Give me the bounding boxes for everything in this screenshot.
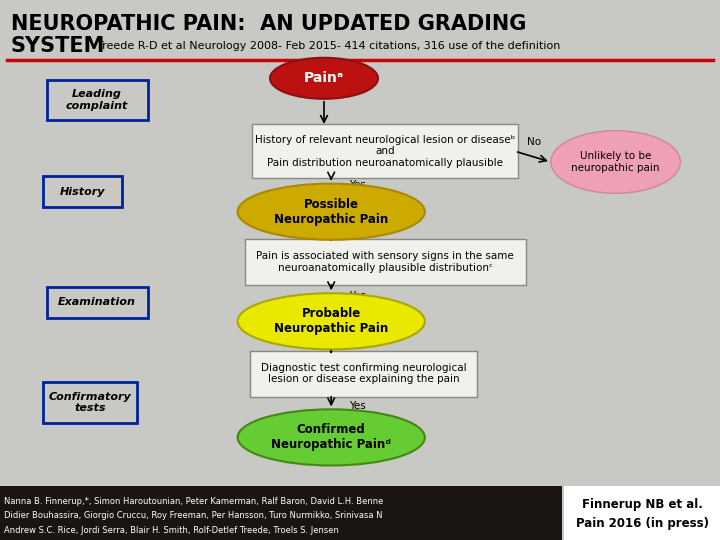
Text: NEUROPATHIC PAIN:  AN UPDATED GRADING: NEUROPATHIC PAIN: AN UPDATED GRADING <box>11 14 526 35</box>
Text: Pain 2016 (in press): Pain 2016 (in press) <box>576 517 708 530</box>
Text: Pain is associated with sensory signs in the same
neuroanatomically plausible di: Pain is associated with sensory signs in… <box>256 251 514 273</box>
FancyBboxPatch shape <box>252 124 518 178</box>
Text: Andrew S.C. Rice, Jordi Serra, Blair H. Smith, Rolf-Detlef Treede, Troels S. Jen: Andrew S.C. Rice, Jordi Serra, Blair H. … <box>4 526 338 535</box>
Text: Unlikely to be
neuropathic pain: Unlikely to be neuropathic pain <box>572 151 660 173</box>
Ellipse shape <box>270 58 378 99</box>
Ellipse shape <box>238 409 425 465</box>
Text: Painᵃ: Painᵃ <box>304 71 344 85</box>
FancyBboxPatch shape <box>47 287 148 318</box>
Text: Confirmed
Neuropathic Painᵈ: Confirmed Neuropathic Painᵈ <box>271 423 391 451</box>
FancyBboxPatch shape <box>47 80 148 120</box>
Text: Confirmatory
tests: Confirmatory tests <box>49 392 131 413</box>
Text: No: No <box>527 137 541 147</box>
Text: History of relevant neurological lesion or diseaseᵇ
and
Pain distribution neuroa: History of relevant neurological lesion … <box>255 134 516 168</box>
Text: Treede R-D et al Neurology 2008- Feb 2015- 414 citations, 316 use of the definit: Treede R-D et al Neurology 2008- Feb 201… <box>97 41 561 51</box>
Text: Examination: Examination <box>58 298 136 307</box>
Text: Yes: Yes <box>349 401 366 411</box>
Ellipse shape <box>551 131 680 193</box>
FancyBboxPatch shape <box>245 239 526 285</box>
FancyBboxPatch shape <box>564 486 720 540</box>
FancyBboxPatch shape <box>0 486 562 540</box>
FancyBboxPatch shape <box>251 351 477 396</box>
Text: History: History <box>60 187 106 197</box>
Text: Nanna B. Finnerup,*, Simon Haroutounian, Peter Kamerman, Ralf Baron, David L.H. : Nanna B. Finnerup,*, Simon Haroutounian,… <box>4 497 383 505</box>
FancyBboxPatch shape <box>43 176 122 207</box>
FancyBboxPatch shape <box>43 382 137 422</box>
Text: Probable
Neuropathic Pain: Probable Neuropathic Pain <box>274 307 388 335</box>
Ellipse shape <box>238 293 425 349</box>
Text: Finnerup NB et al.: Finnerup NB et al. <box>582 498 703 511</box>
Text: SYSTEM: SYSTEM <box>11 36 105 56</box>
Text: Leading
complaint: Leading complaint <box>66 89 128 111</box>
Text: Yes: Yes <box>349 180 366 190</box>
Text: Possible
Neuropathic Pain: Possible Neuropathic Pain <box>274 198 388 226</box>
Text: Diagnostic test confirming neurological
lesion or disease explaining the pain: Diagnostic test confirming neurological … <box>261 363 467 384</box>
Text: Yes: Yes <box>349 291 366 301</box>
Text: Didier Bouhassira, Giorgio Cruccu, Roy Freeman, Per Hansson, Turo Nurmikko, Srin: Didier Bouhassira, Giorgio Cruccu, Roy F… <box>4 511 382 520</box>
Ellipse shape <box>238 184 425 240</box>
